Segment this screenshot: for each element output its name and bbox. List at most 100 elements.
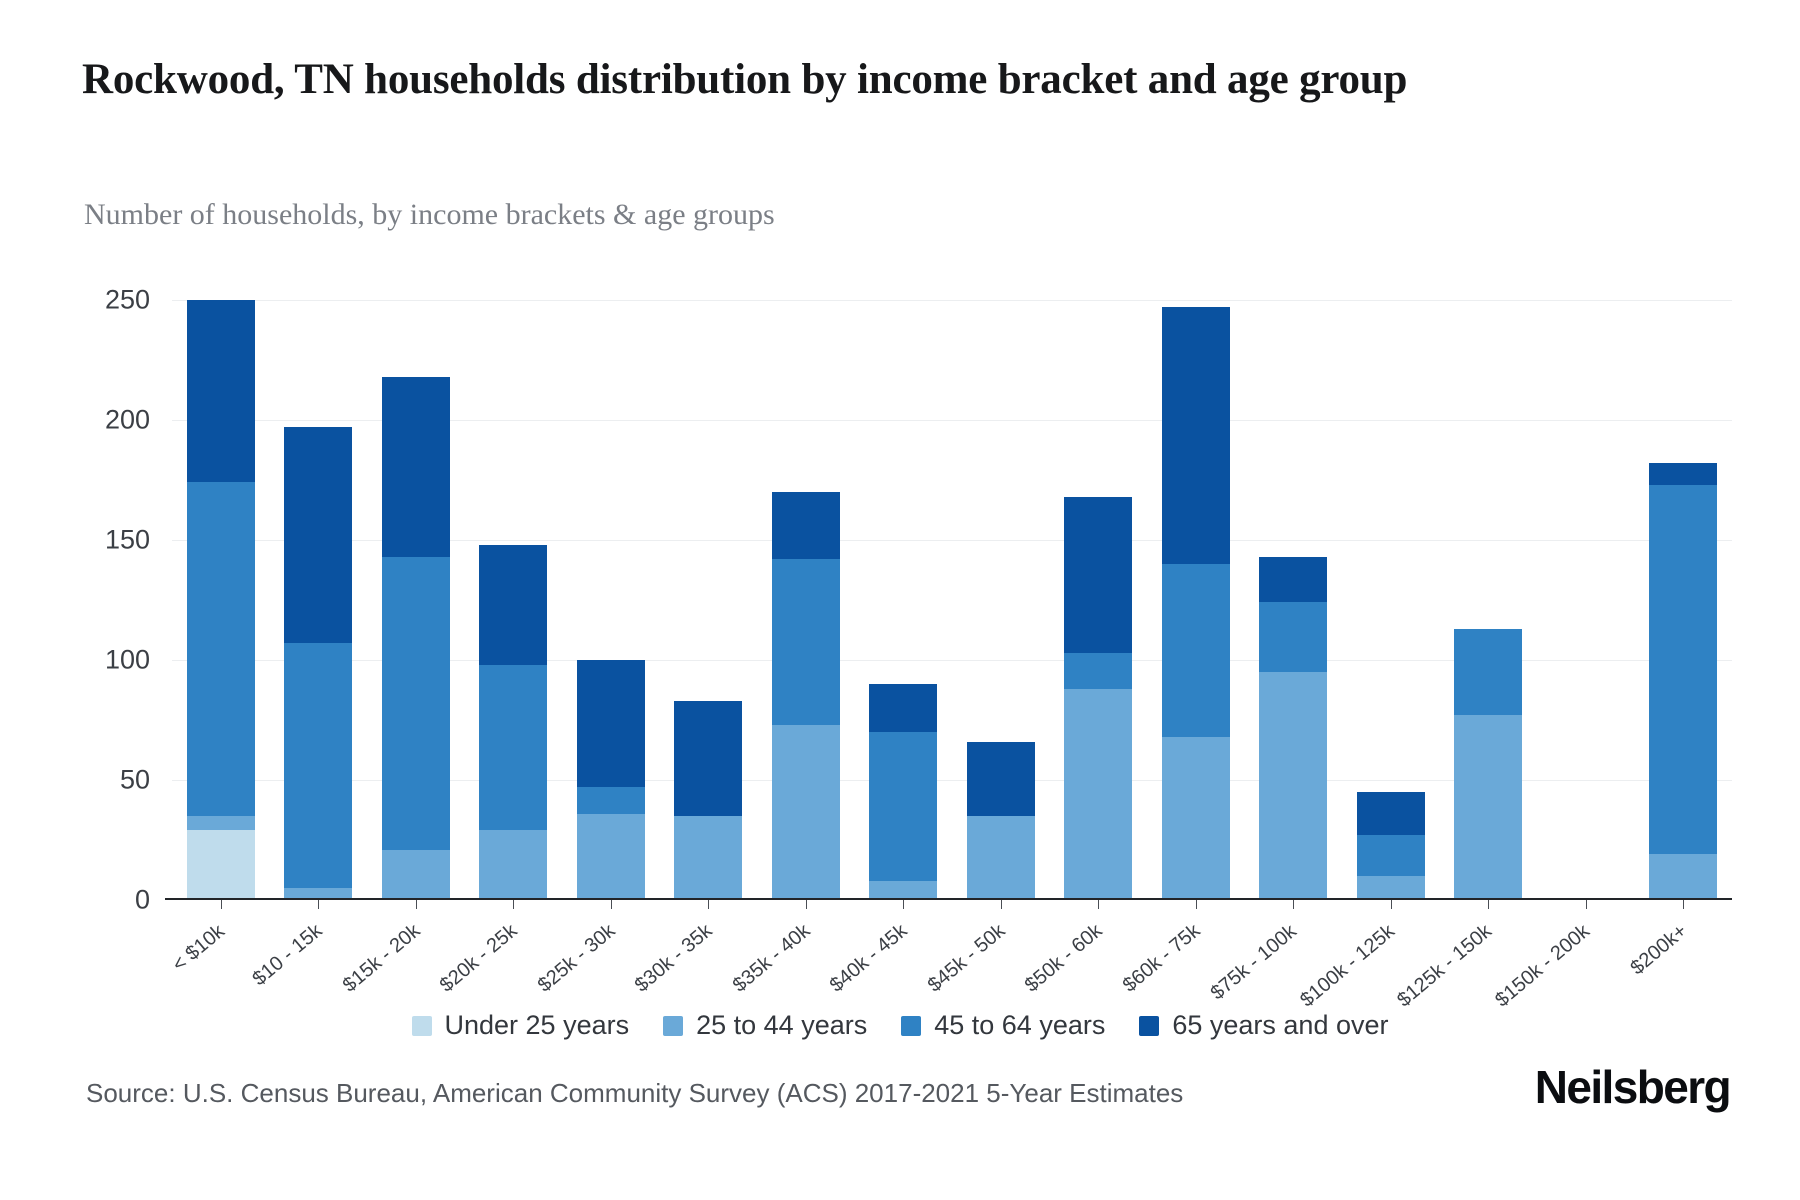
bar-segment[interactable]	[1649, 463, 1718, 485]
bar-segment[interactable]	[1064, 652, 1133, 689]
x-axis-tickmark	[1488, 900, 1490, 909]
bar-segment[interactable]	[1454, 715, 1523, 900]
x-axis-label: $15k - 20k	[338, 919, 425, 997]
bar-segment[interactable]	[1259, 602, 1328, 672]
bar-segment[interactable]	[381, 849, 450, 900]
bar-segment[interactable]	[869, 684, 938, 733]
legend-swatch-icon	[901, 1015, 922, 1036]
bar-segment[interactable]	[186, 300, 255, 483]
x-axis-label: $60k - 75k	[1118, 919, 1205, 997]
x-axis-label: $40k - 45k	[826, 919, 912, 997]
bar-segment[interactable]	[381, 376, 450, 557]
y-axis-tick-label: 150	[104, 524, 150, 555]
bar-stack[interactable]	[381, 376, 450, 900]
x-axis-tickmark	[415, 900, 417, 909]
x-axis-tickmark	[1390, 900, 1392, 909]
gridline	[172, 300, 1732, 301]
bar-stack[interactable]	[576, 660, 645, 900]
bar-segment[interactable]	[1356, 876, 1425, 900]
legend-label: 65 years and over	[1172, 1010, 1389, 1040]
bar-segment[interactable]	[1064, 496, 1133, 653]
bar-segment[interactable]	[966, 816, 1035, 900]
bar-segment[interactable]	[284, 427, 353, 644]
x-axis-label: $200k+	[1626, 919, 1692, 980]
x-axis-label: $10 - 15k	[248, 919, 327, 991]
bar-segment[interactable]	[479, 830, 548, 900]
legend-item[interactable]: 45 to 64 years	[901, 1010, 1105, 1041]
y-axis-tick-label: 0	[134, 884, 150, 915]
x-axis-label: $125k - 150k	[1393, 920, 1497, 1012]
bar-stack[interactable]	[869, 684, 938, 900]
x-axis-label: $45k - 50k	[923, 919, 1010, 997]
bar-segment[interactable]	[186, 482, 255, 817]
x-axis-label: $150k - 200k	[1490, 920, 1594, 1012]
bar-segment[interactable]	[771, 559, 840, 725]
bar-stack[interactable]	[284, 427, 353, 900]
bar-segment[interactable]	[1649, 854, 1718, 900]
legend-swatch-icon	[411, 1015, 432, 1036]
bar-segment[interactable]	[576, 787, 645, 814]
x-axis-label: $75k - 100k	[1206, 920, 1302, 1005]
legend-label: Under 25 years	[444, 1010, 630, 1040]
bar-segment[interactable]	[1454, 628, 1523, 716]
bar-segment[interactable]	[576, 660, 645, 788]
bar-segment[interactable]	[674, 816, 743, 900]
x-axis-line	[165, 897, 1732, 900]
legend-label: 25 to 44 years	[696, 1010, 868, 1040]
bar-segment[interactable]	[1259, 556, 1328, 603]
bar-stack[interactable]	[1356, 792, 1425, 900]
plot-area: 0 50 100 150 200 250	[105, 285, 1732, 915]
bar-segment[interactable]	[966, 741, 1035, 816]
gridline	[172, 420, 1732, 421]
x-axis-label: $100k - 125k	[1295, 920, 1399, 1012]
bar-segment[interactable]	[1161, 564, 1230, 737]
bar-segment[interactable]	[576, 813, 645, 900]
source-note: Source: U.S. Census Bureau, American Com…	[86, 1078, 1184, 1108]
bar-segment[interactable]	[479, 664, 548, 831]
legend-item[interactable]: Under 25 years	[411, 1010, 630, 1041]
bar-segment[interactable]	[1259, 672, 1328, 900]
bar-segment[interactable]	[381, 556, 450, 850]
legend-swatch-icon	[663, 1015, 684, 1036]
bar-segment[interactable]	[284, 888, 353, 900]
x-axis-tickmark	[1585, 900, 1587, 909]
bar-segment[interactable]	[771, 492, 840, 560]
legend-item[interactable]: 25 to 44 years	[663, 1010, 867, 1041]
bar-segment[interactable]	[1649, 484, 1718, 855]
bar-segment[interactable]	[1356, 835, 1425, 876]
bar-segment[interactable]	[771, 724, 840, 900]
bar-segment[interactable]	[186, 830, 255, 900]
bar-segment[interactable]	[479, 544, 548, 665]
bar-stack[interactable]	[966, 741, 1035, 900]
x-axis-label: $50k - 60k	[1021, 919, 1107, 997]
bar-segment[interactable]	[284, 643, 353, 888]
bar-stack[interactable]	[479, 544, 548, 900]
bar-segment[interactable]	[1161, 736, 1230, 900]
x-axis-tickmark	[1000, 900, 1002, 909]
legend-item[interactable]: 65 years and over	[1139, 1010, 1389, 1041]
x-axis-tickmark	[1098, 900, 1100, 909]
bar-segment[interactable]	[869, 732, 938, 881]
x-axis-tickmark	[513, 900, 515, 909]
bar-stack[interactable]	[1259, 556, 1328, 900]
bar-segment[interactable]	[1064, 688, 1133, 900]
y-axis-tick-label: 100	[104, 644, 150, 675]
bar-stack[interactable]	[771, 492, 840, 900]
bar-segment[interactable]	[1161, 307, 1230, 565]
bar-stack[interactable]	[1161, 307, 1230, 900]
bar-stack[interactable]	[1064, 496, 1133, 900]
bar-stack[interactable]	[674, 700, 743, 900]
x-axis-tickmark	[1195, 900, 1197, 909]
x-axis-label: $35k - 40k	[728, 919, 815, 997]
bar-stack[interactable]	[1454, 628, 1523, 900]
legend-label: 45 to 64 years	[934, 1010, 1106, 1040]
y-axis-tick-label: 50	[119, 764, 150, 795]
bar-segment[interactable]	[1356, 792, 1425, 836]
bar-segment[interactable]	[674, 700, 743, 816]
gridline	[172, 660, 1732, 661]
bar-segment[interactable]	[869, 880, 938, 900]
bar-segment[interactable]	[186, 816, 255, 831]
bar-stack[interactable]	[186, 300, 255, 900]
bar-stack[interactable]	[1649, 463, 1718, 900]
